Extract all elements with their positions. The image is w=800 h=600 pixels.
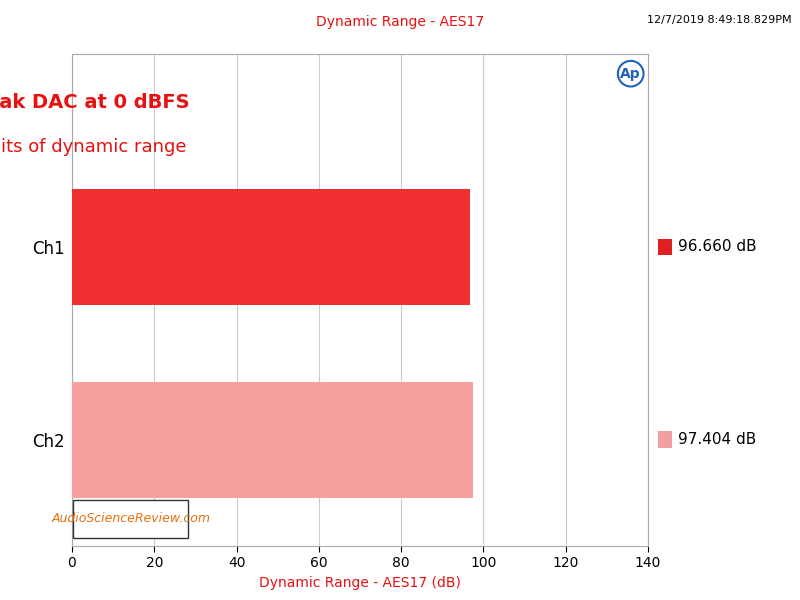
Bar	[72, 189, 470, 305]
FancyBboxPatch shape	[73, 500, 189, 538]
Text: AudioScienceReview.com: AudioScienceReview.com	[51, 512, 210, 526]
Text: 96.660 dB: 96.660 dB	[678, 239, 757, 254]
Bar	[72, 382, 473, 498]
Text: Ap: Ap	[621, 67, 641, 80]
Text: 16 bits of dynamic range: 16 bits of dynamic range	[0, 137, 186, 155]
Text: 97.404 dB: 97.404 dB	[678, 433, 757, 448]
Text: Speak DAC at 0 dBFS: Speak DAC at 0 dBFS	[0, 93, 190, 112]
X-axis label: Dynamic Range - AES17 (dB): Dynamic Range - AES17 (dB)	[259, 576, 461, 590]
Text: Dynamic Range - AES17: Dynamic Range - AES17	[316, 15, 484, 29]
Text: 12/7/2019 8:49:18.829PM: 12/7/2019 8:49:18.829PM	[647, 15, 792, 25]
